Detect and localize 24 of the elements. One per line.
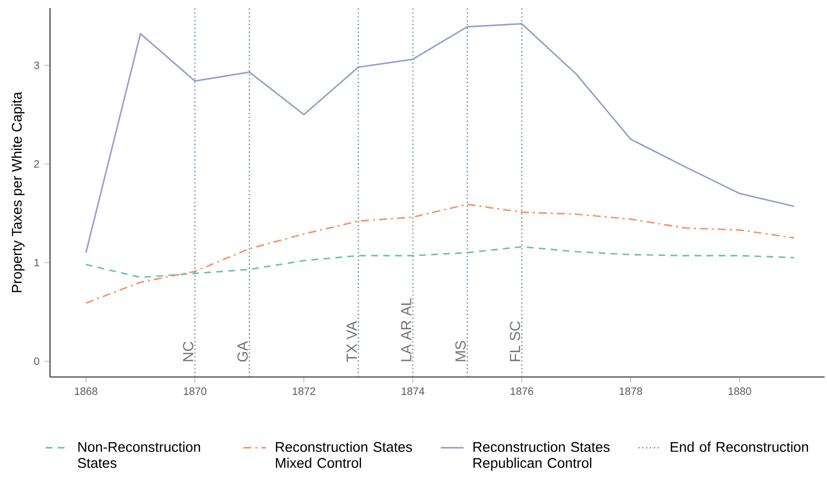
ref-line-label: FL SC xyxy=(510,321,520,362)
legend-label: Reconstruction States Mixed Control xyxy=(276,442,412,468)
legend-label: Non-Reconstruction States xyxy=(78,442,200,468)
line-series xyxy=(85,246,795,278)
x-tick-label: 1870 xyxy=(184,387,206,395)
y-tick-label: 3 xyxy=(34,61,40,69)
x-tick-label: 1876 xyxy=(510,387,534,395)
x-tick-label: 1872 xyxy=(292,387,316,395)
y-tick-label: 1 xyxy=(34,258,40,266)
line-series xyxy=(85,23,795,254)
ref-line-label: LA AR AL xyxy=(401,298,412,362)
text: End of Reconstruction xyxy=(670,442,808,452)
y-tick-label: 2 xyxy=(34,160,40,168)
ref-line-label: GA xyxy=(237,341,248,362)
legend-label: Reconstruction States Republican Control xyxy=(474,442,610,471)
x-tick-label: 1868 xyxy=(74,387,98,395)
ref-line-label: TX VA xyxy=(346,321,357,362)
ref-line-label: NC xyxy=(182,342,194,362)
y-axis-title: Property Taxes per White Capita xyxy=(11,92,25,292)
x-tick-label: 1880 xyxy=(728,387,752,395)
ref-line-label: MS xyxy=(455,340,466,362)
x-tick-label: 1874 xyxy=(402,387,424,395)
y-tick-label: 0 xyxy=(34,357,40,365)
x-tick-label: 1878 xyxy=(620,387,642,395)
